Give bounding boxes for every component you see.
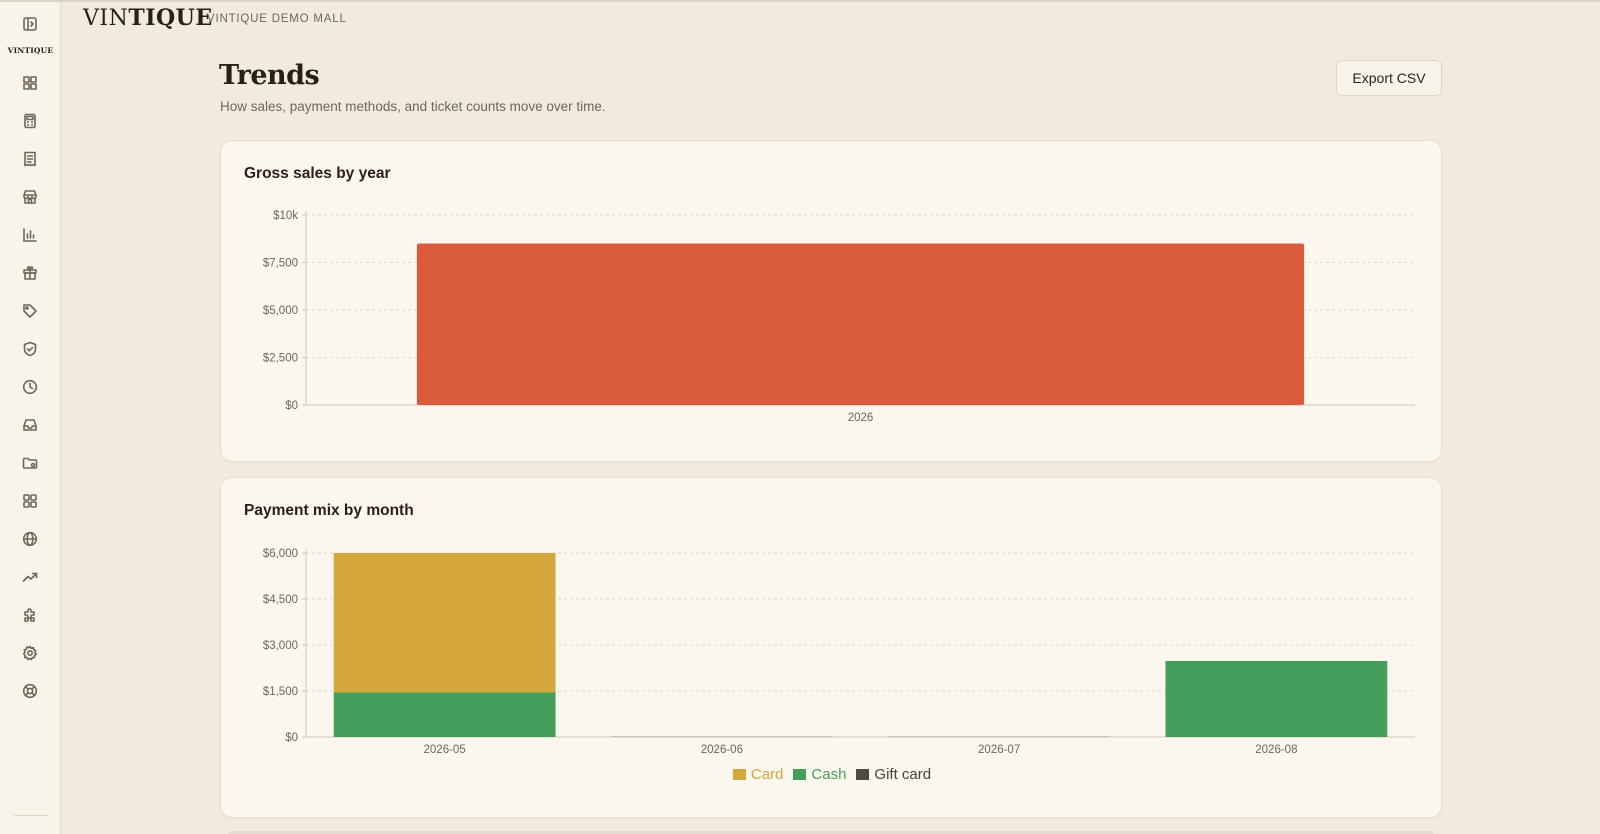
payment-mix-xtick-label: 2026-08 [1255,744,1297,756]
gross-sales-ytick-label: $2,500 [263,353,298,365]
bar-chart-icon[interactable] [16,221,44,249]
legend-item-gift-card[interactable]: Gift card [856,766,931,783]
gross-sales-ytick-label: $10k [273,210,298,222]
legend-swatch [793,769,807,780]
payment-mix-bar-card[interactable] [333,553,556,693]
gross-sales-chart: $0 $2,500 $5,000 $7,500 $10k 2026 [263,210,1415,424]
top-border [0,0,1600,2]
chart-title: Gross sales by year [244,165,391,182]
tag-icon[interactable] [16,297,44,325]
shield-check-icon[interactable] [16,335,44,363]
legend-item-card[interactable]: Card [732,766,784,783]
legend-swatch [732,769,746,780]
gross-sales-ytick-label: $7,500 [263,258,298,270]
folder-icon[interactable] [16,449,44,477]
payment-mix-ytick-label: $6,000 [263,548,298,560]
payment-mix-card: Payment mix by month $0 $1,500 $3,000 $4,50… [220,477,1442,818]
export-csv-button[interactable]: Export CSV [1336,60,1442,96]
gross-sales-ytick-label: $5,000 [263,305,298,317]
support-lifebuoy-icon[interactable] [16,677,44,705]
legend-label: Card [750,766,784,783]
store-icon[interactable] [16,183,44,211]
legend-item-cash[interactable]: Cash [793,766,846,783]
gross-sales-bar[interactable] [416,243,1305,406]
page-title: Trends [219,60,320,91]
trending-up-icon[interactable] [16,563,44,591]
payment-mix-xtick-label: 2026-06 [701,744,743,756]
globe-icon[interactable] [16,525,44,553]
gift-icon[interactable] [16,259,44,287]
brand-bold: TIQUE [128,5,213,31]
calculator-icon[interactable] [16,107,44,135]
payment-mix-chart: $0 $1,500 $3,000 $4,500 $6,000 2026-05 2026-06… [263,548,1415,756]
payment-mix-ytick-label: $0 [285,732,298,744]
legend-label: Cash [811,766,847,783]
payment-mix-bar-cash[interactable] [1165,660,1388,737]
next-card-edge [228,831,1434,834]
clock-icon[interactable] [16,373,44,401]
settings-gear-icon[interactable] [16,639,44,667]
puzzle-icon[interactable] [16,601,44,629]
sidebar-toggle-icon[interactable] [16,10,44,38]
payment-mix-ytick-label: $4,500 [263,594,298,606]
brand-light: VIN [83,6,129,31]
legend-label: Gift card [874,766,932,783]
gross-sales-card: Gross sales by year $0 $2,500 $5,000 $7,500… [220,140,1442,462]
payment-mix-ytick-label: $1,500 [263,686,298,698]
dashboard-icon[interactable] [16,69,44,97]
brand-logo[interactable]: VINTIQUE [83,5,213,31]
payment-mix-xtick-label: 2026-05 [424,744,466,756]
payment-mix-bar-cash[interactable] [333,692,556,737]
sidebar-logo[interactable]: VINTIQUE [7,46,54,55]
sidebar-divider [14,815,48,816]
payment-mix-ytick-label: $3,000 [263,640,298,652]
sidebar: VINTIQUE [0,2,61,834]
apps-grid-icon[interactable] [16,487,44,515]
receipt-icon[interactable] [16,145,44,173]
store-name: VINTIQUE DEMO MALL [207,13,347,25]
gross-sales-ytick-label: $0 [285,400,298,412]
payment-mix-xtick-label: 2026-07 [978,744,1020,756]
inbox-icon[interactable] [16,411,44,439]
legend-swatch [856,769,870,780]
gross-sales-xtick-label: 2026 [848,412,874,424]
chart-legend: Card Cash Gift card [221,766,1443,783]
page-subtitle: How sales, payment methods, and ticket c… [220,99,606,114]
chart-title: Payment mix by month [244,502,414,519]
